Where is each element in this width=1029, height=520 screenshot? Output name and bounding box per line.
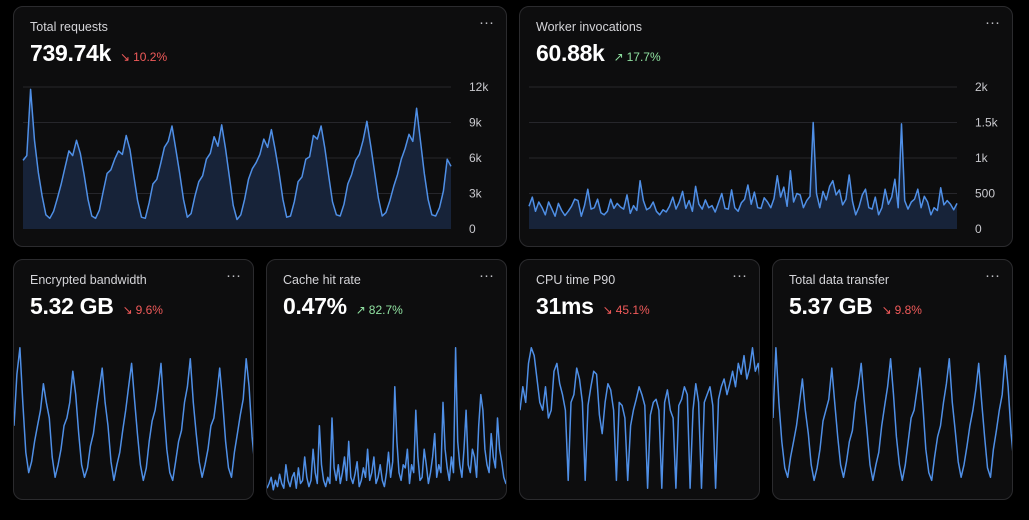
metric-value: 5.37 GB: [789, 293, 873, 319]
cache-chart: [267, 347, 506, 491]
change-badge: ↗ 82.7%: [356, 303, 403, 317]
y-tick-label: 3k: [469, 187, 483, 201]
trend-arrow-icon: ↘: [120, 50, 131, 64]
metric: 5.37 GB ↘ 9.8%: [789, 293, 922, 320]
card-title: Encrypted bandwidth: [30, 273, 147, 287]
change-value: 9.8%: [894, 303, 922, 317]
series-line: [773, 347, 1012, 482]
change-badge: ↘ 9.6%: [123, 303, 163, 317]
series-area: [23, 89, 451, 230]
y-tick-label: 1.5k: [975, 116, 999, 130]
transfer-chart: [773, 347, 1012, 482]
series-line: [267, 347, 506, 491]
card-total-data-transfer: Total data transfer ··· 5.37 GB ↘ 9.8%: [772, 259, 1013, 500]
metric-value: 31ms: [536, 293, 594, 319]
series-line: [14, 347, 253, 482]
card-title: Total data transfer: [789, 273, 890, 287]
y-tick-label: 6k: [469, 151, 483, 165]
more-options-icon[interactable]: ···: [479, 267, 494, 284]
change-value: 45.1%: [615, 303, 650, 317]
card-title: Worker invocations: [536, 20, 643, 34]
card-cpu-time-p90: CPU time P90 ··· 31ms ↘ 45.1%: [519, 259, 760, 500]
requests-chart: 12k 9k 6k 3k 0: [22, 80, 489, 236]
y-tick-label: 12k: [469, 80, 489, 94]
card-title: Cache hit rate: [283, 273, 361, 287]
trend-arrow-icon: ↗: [613, 50, 624, 64]
y-tick-label: 0: [975, 222, 982, 236]
change-value: 17.7%: [626, 50, 661, 64]
card-total-requests: Total requests ··· 739.74k ↘ 10.2% 12k 9k 6…: [13, 6, 507, 247]
y-tick-label: 1k: [975, 151, 989, 165]
metric: 739.74k ↘ 10.2%: [30, 40, 167, 67]
more-options-icon[interactable]: ···: [479, 14, 494, 31]
more-options-icon[interactable]: ···: [985, 14, 1000, 31]
y-tick-label: 9k: [469, 116, 483, 130]
card-title: CPU time P90: [536, 273, 616, 287]
cpu-chart: [520, 347, 759, 489]
change-badge: ↘ 45.1%: [603, 303, 650, 317]
series-line: [22, 88, 452, 221]
card-worker-invocations: Worker invocations ··· 60.88k ↗ 17.7% 2k 1…: [519, 6, 1013, 247]
series-line: [520, 347, 759, 489]
metric-value: 60.88k: [536, 40, 605, 66]
metric: 60.88k ↗ 17.7%: [536, 40, 661, 67]
more-options-icon[interactable]: ···: [985, 267, 1000, 284]
change-value: 9.6%: [135, 303, 163, 317]
trend-arrow-icon: ↘: [602, 303, 613, 317]
metric: 5.32 GB ↘ 9.6%: [30, 293, 163, 320]
y-tick-label: 2k: [975, 80, 989, 94]
metric-value: 739.74k: [30, 40, 112, 66]
workers-chart: 2k 1.5k 1k 500 0: [528, 80, 999, 236]
change-value: 10.2%: [133, 50, 168, 64]
change-badge: ↘ 9.8%: [882, 303, 922, 317]
y-tick-label: 500: [975, 187, 995, 201]
more-options-icon[interactable]: ···: [226, 267, 241, 284]
card-encrypted-bandwidth: Encrypted bandwidth ··· 5.32 GB ↘ 9.6%: [13, 259, 254, 500]
y-tick-label: 0: [469, 222, 476, 236]
more-options-icon[interactable]: ···: [732, 267, 747, 284]
bandwidth-chart: [14, 347, 253, 482]
card-cache-hit-rate: Cache hit rate ··· 0.47% ↗ 82.7%: [266, 259, 507, 500]
metric-value: 0.47%: [283, 293, 347, 319]
trend-arrow-icon: ↗: [355, 303, 366, 317]
series-area: [529, 122, 957, 229]
change-badge: ↗ 17.7%: [614, 50, 661, 64]
metric: 0.47% ↗ 82.7%: [283, 293, 403, 320]
metric-value: 5.32 GB: [30, 293, 114, 319]
change-value: 82.7%: [368, 303, 403, 317]
trend-arrow-icon: ↘: [881, 303, 892, 317]
card-title: Total requests: [30, 20, 108, 34]
change-badge: ↘ 10.2%: [120, 50, 167, 64]
trend-arrow-icon: ↘: [122, 303, 133, 317]
series-line: [528, 121, 958, 217]
metric: 31ms ↘ 45.1%: [536, 293, 650, 320]
